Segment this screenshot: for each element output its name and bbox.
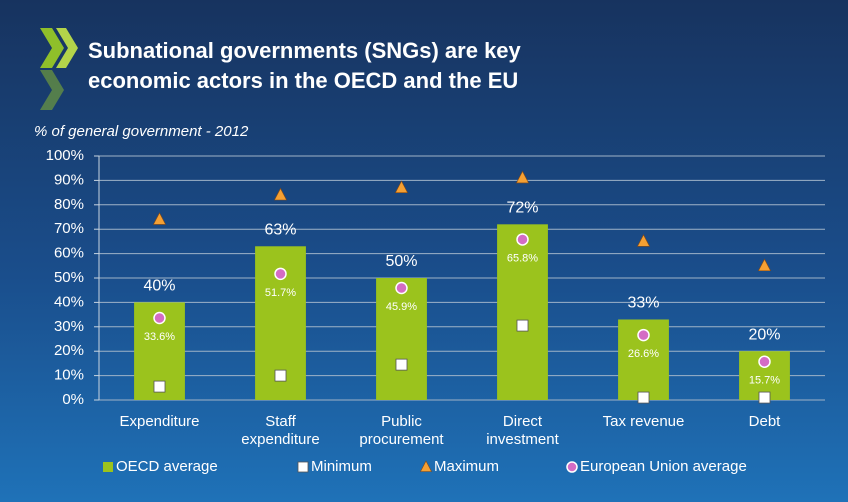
marker-triangle <box>152 212 167 225</box>
x-tick-label: Tax revenue <box>603 413 685 430</box>
marker-square <box>516 319 529 332</box>
data-label: 65.8% <box>507 252 538 264</box>
marker-circle <box>274 267 287 281</box>
legend-swatch <box>420 460 432 472</box>
x-tick-label: Debt <box>749 413 782 430</box>
marker-circle <box>758 355 771 368</box>
y-tick-label: 90% <box>54 171 84 188</box>
y-tick-label: 0% <box>62 391 84 408</box>
data-label: 26.6% <box>628 348 659 360</box>
data-label: 33.6% <box>144 331 175 343</box>
marker-circle <box>637 328 650 342</box>
marker-circle <box>153 311 166 325</box>
y-tick-label: 40% <box>54 293 84 310</box>
marker-square <box>637 391 650 404</box>
y-tick-label: 100% <box>46 147 84 164</box>
x-tick-label: Direct investment <box>486 413 559 448</box>
bar <box>376 278 427 400</box>
y-tick-label: 80% <box>54 196 84 213</box>
marker-triangle <box>394 180 409 193</box>
y-tick-label: 70% <box>54 220 84 237</box>
legend-swatch <box>103 462 113 472</box>
x-tick-label: Public procurement <box>359 413 444 448</box>
legend-swatch <box>566 461 578 473</box>
marker-square <box>153 380 166 393</box>
chart-title: Subnational governments (SNGs) are key <box>88 38 522 63</box>
y-tick-label: 20% <box>54 342 84 359</box>
data-label: 63% <box>264 221 296 238</box>
chart-subtitle: % of general government - 2012 <box>34 123 249 140</box>
marker-square <box>758 391 771 404</box>
marker-triangle <box>273 187 288 201</box>
legend-label: OECD average <box>116 458 218 475</box>
data-label: 15.7% <box>749 375 780 387</box>
data-label: 45.9% <box>386 301 417 313</box>
data-label: 72% <box>506 200 538 217</box>
data-label: 40% <box>143 278 175 295</box>
x-tick-label: Expenditure <box>119 413 199 430</box>
marker-triangle <box>757 258 772 272</box>
legend-label: Minimum <box>311 458 372 475</box>
marker-square <box>274 369 287 382</box>
legend-swatch <box>297 461 309 473</box>
marker-triangle <box>515 170 530 184</box>
bar <box>497 224 548 400</box>
marker-square <box>395 358 408 371</box>
y-tick-label: 10% <box>54 367 84 384</box>
data-label: 50% <box>385 253 417 270</box>
data-label: 20% <box>748 326 780 343</box>
logo <box>40 28 78 110</box>
chart-title: economic actors in the OECD and the EU <box>88 68 518 93</box>
x-tick-label: Staff expenditure <box>241 413 319 448</box>
y-tick-label: 60% <box>54 245 84 262</box>
data-label: 33% <box>627 295 659 312</box>
data-label: 51.7% <box>265 287 296 299</box>
marker-circle <box>395 281 408 295</box>
y-tick-label: 30% <box>54 318 84 335</box>
marker-circle <box>516 233 529 246</box>
y-tick-label: 50% <box>54 269 84 286</box>
marker-triangle <box>636 234 651 247</box>
legend-label: Maximum <box>434 458 499 475</box>
legend-label: European Union average <box>580 458 747 475</box>
